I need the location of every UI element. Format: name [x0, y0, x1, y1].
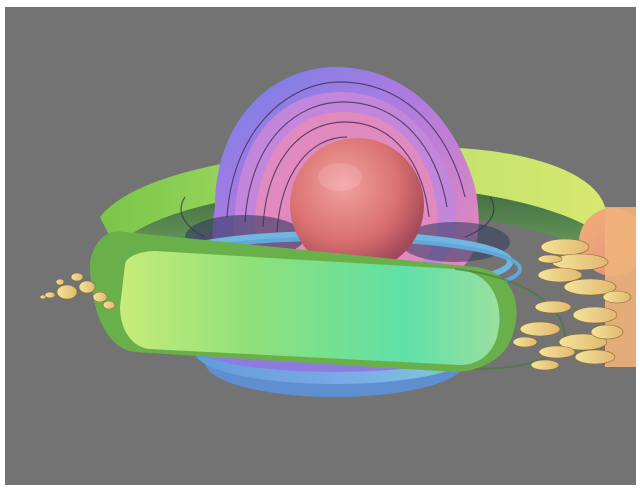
core-sphere [290, 138, 424, 272]
render-viewport [5, 7, 636, 485]
left-spike-cluster [39, 272, 116, 310]
right-spike-cluster [512, 238, 632, 371]
outer-band-front [90, 231, 567, 372]
fractal-render [39, 67, 636, 397]
